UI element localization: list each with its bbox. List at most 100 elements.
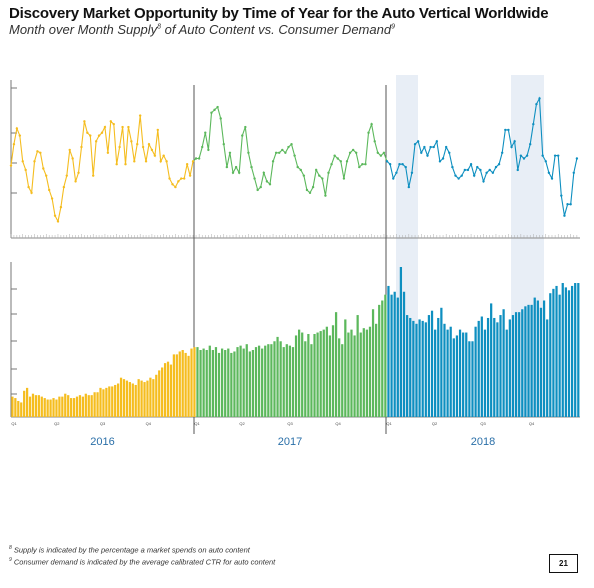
supply-bar (67, 395, 70, 417)
demand-point (321, 177, 324, 180)
demand-point (451, 165, 454, 169)
demand-point (225, 165, 229, 169)
demand-point (180, 177, 183, 180)
supply-bar (350, 329, 353, 417)
demand-point (532, 122, 535, 126)
demand-point (222, 143, 225, 146)
supply-bar (178, 351, 181, 417)
footnote-9-number: 9 (9, 557, 12, 563)
supply-bar (505, 329, 508, 417)
supply-bar (78, 395, 82, 417)
quarter-label: Q2 (432, 421, 438, 426)
supply-bar (55, 399, 58, 417)
demand-point (513, 140, 516, 143)
supply-bar (362, 328, 365, 417)
demand-point (156, 128, 159, 132)
demand-point (53, 214, 57, 217)
demand-point (557, 154, 560, 157)
demand-point (36, 150, 39, 153)
demand-point (566, 203, 569, 206)
supply-bar (166, 361, 170, 417)
demand-point (121, 125, 124, 129)
demand-point (250, 165, 253, 169)
demand-point (318, 174, 321, 177)
supply-bar (70, 398, 73, 417)
supply-bar (393, 291, 396, 417)
demand-point (404, 165, 407, 169)
subtitle-part-b: of Auto Content vs. Consumer Demand (161, 22, 392, 37)
demand-point (491, 171, 495, 174)
supply-bar (72, 398, 76, 417)
supply-bar (493, 317, 496, 417)
demand-point (336, 157, 339, 160)
demand-point (504, 128, 507, 132)
supply-bar (175, 354, 178, 417)
supply-bar (477, 320, 480, 417)
demand-point (153, 154, 157, 157)
demand-point (469, 163, 473, 166)
supply-bar (353, 335, 356, 417)
demand-point (71, 157, 74, 160)
demand-point (262, 171, 266, 174)
supply-bar (282, 347, 285, 417)
quarter-label: Q3 (100, 421, 106, 426)
supply-bar (161, 367, 164, 417)
supply-bar (227, 348, 230, 417)
supply-bar (193, 347, 196, 417)
quarter-label: Q3 (480, 421, 486, 426)
demand-point (33, 160, 36, 163)
supply-bar (471, 341, 474, 417)
demand-point (174, 185, 177, 189)
demand-point (367, 131, 370, 134)
demand-point (550, 177, 554, 180)
demand-point (385, 160, 389, 163)
supply-bar (514, 312, 518, 417)
supply-bar (99, 387, 102, 417)
supply-bar (325, 326, 328, 417)
supply-bar (84, 393, 87, 417)
supply-bar (322, 329, 325, 417)
supply-bar (518, 312, 521, 417)
quarter-label: Q3 (287, 421, 293, 426)
demand-point (259, 185, 262, 189)
demand-point (281, 148, 284, 152)
demand-point (18, 134, 22, 137)
demand-point (388, 163, 392, 166)
supply-bar (11, 396, 14, 417)
demand-point (296, 165, 299, 169)
demand-point (463, 168, 467, 172)
supply-bar (434, 329, 437, 417)
supply-bar (64, 393, 67, 417)
supply-bar (427, 315, 431, 417)
supply-bar (25, 387, 29, 417)
supply-bar (390, 294, 393, 417)
demand-point (210, 111, 213, 114)
chart-area: Q1 Q2 Q3 Q4 2016 Q1 Q2 Q3 Q4 2017 Q1 Q2 Q3 Q4 2018 (9, 75, 580, 448)
quarter-label: Q2 (239, 421, 245, 426)
demand-point (287, 145, 290, 149)
demand-point (290, 143, 293, 146)
supply-bar (257, 345, 261, 417)
demand-point (92, 174, 95, 177)
supply-bar (90, 395, 93, 417)
demand-point (124, 163, 127, 166)
supply-bar (396, 297, 399, 417)
supply-bar (294, 335, 298, 417)
demand-point (150, 148, 154, 152)
demand-point (569, 203, 572, 206)
supply-bar (108, 386, 111, 417)
demand-point (342, 177, 346, 180)
supply-bar (58, 396, 61, 417)
supply-bar (199, 350, 202, 417)
demand-point (305, 188, 309, 192)
subtitle-footnote-ref-9: 9 (391, 23, 395, 31)
demand-point (89, 134, 92, 137)
supply-bar (347, 332, 350, 417)
quarter-label: Q2 (54, 421, 60, 426)
demand-point (253, 177, 256, 180)
supply-bar (37, 395, 40, 417)
demand-line-2016 (10, 115, 194, 224)
demand-point (42, 167, 45, 170)
footnote-9: 9 Consumer demand is indicated by the av… (9, 557, 275, 567)
demand-point (194, 157, 198, 160)
